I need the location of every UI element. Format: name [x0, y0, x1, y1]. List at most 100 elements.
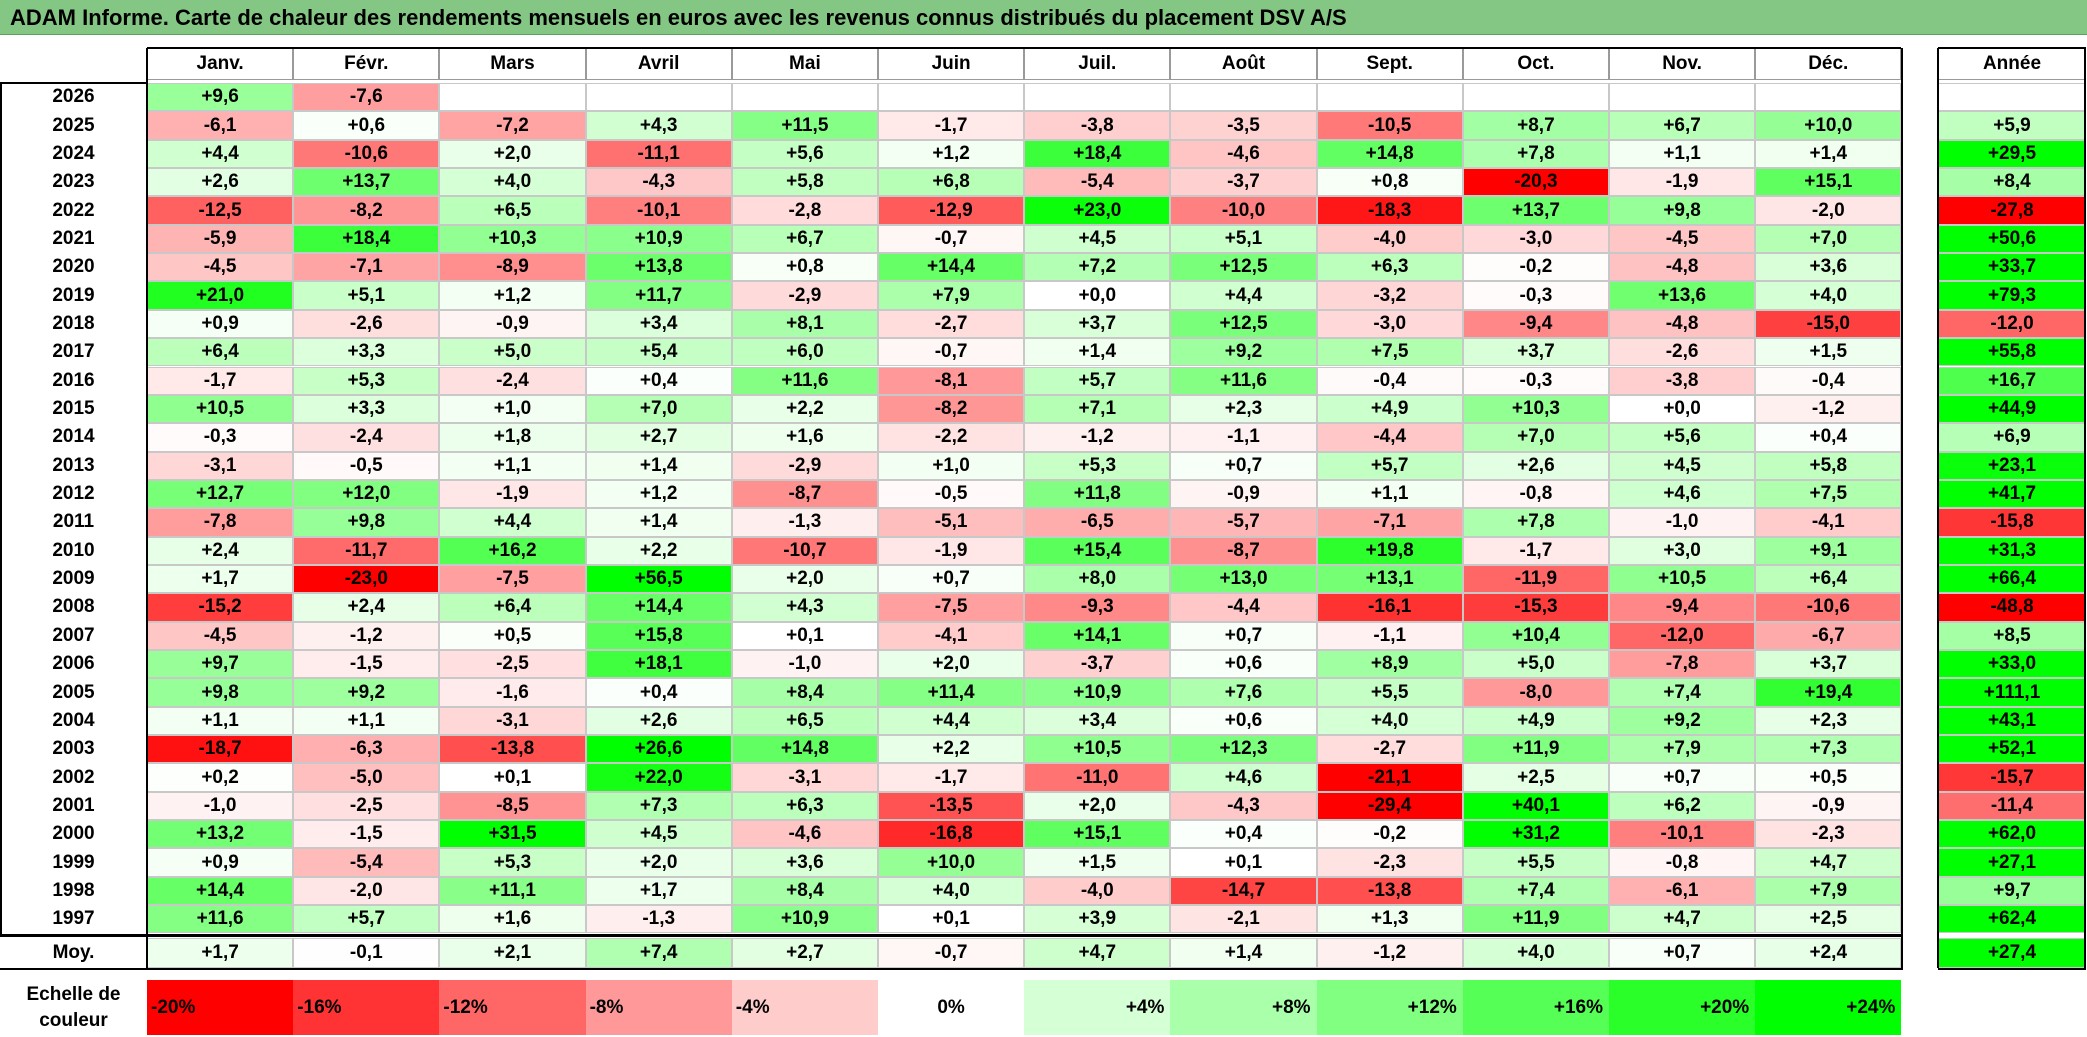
row-year-label: 2021: [0, 224, 147, 254]
row-year-label: 2013: [0, 451, 147, 480]
heatmap-cell: +18,1: [585, 650, 732, 679]
heatmap-cell: +0,1: [878, 905, 1025, 934]
heatmap-cell: +1,2: [878, 139, 1025, 169]
heatmap-cell: -2,1: [1170, 905, 1317, 934]
heatmap-cell: -4,3: [1170, 791, 1317, 821]
heatmap-cell: +0,7: [1609, 763, 1756, 792]
color-scale-label-line2: couleur: [39, 1009, 108, 1031]
heatmap-cell: [1316, 83, 1463, 112]
heatmap-cell: +6,4: [1755, 564, 1902, 594]
heatmap-cell: +7,0: [1462, 423, 1609, 452]
heatmap-cell: +7,9: [1755, 876, 1902, 906]
heatmap-cell: +3,3: [293, 394, 440, 424]
heatmap-cell: +5,6: [1609, 423, 1756, 452]
average-label: Moy.: [0, 938, 147, 968]
heatmap-cell: +5,7: [1316, 451, 1463, 480]
heatmap-cell: +6,8: [878, 168, 1025, 197]
heatmap-cell: +18,4: [1024, 139, 1171, 169]
annual-cell: +9,7: [1938, 876, 2086, 906]
heatmap-cell: -3,8: [1609, 366, 1756, 395]
heatmap-cell: -8,2: [878, 394, 1025, 424]
heatmap-cell: +2,0: [585, 848, 732, 877]
heatmap-cell: +1,7: [147, 564, 294, 594]
heatmap-cell: -0,2: [1316, 820, 1463, 849]
annual-cell: +44,9: [1938, 394, 2086, 424]
heatmap-cell: -3,1: [147, 451, 294, 480]
row-year-label: 2026: [0, 83, 147, 112]
heatmap-cell: -10,1: [585, 196, 732, 225]
average-row-top: [0, 935, 1904, 937]
row-year-label: 2008: [0, 593, 147, 622]
heatmap-cell: [1609, 83, 1756, 112]
row-year-label: 2020: [0, 253, 147, 282]
annual-cell: +111,1: [1938, 678, 2086, 707]
annual-frame-left: [1937, 48, 1939, 968]
row-year-label: 2011: [0, 508, 147, 537]
annual-cell: +43,1: [1938, 706, 2086, 736]
average-cell: +2,1: [439, 938, 586, 968]
heatmap-cell: -0,9: [1755, 791, 1902, 821]
heatmap-cell: +0,9: [147, 848, 294, 877]
heatmap-cell: -21,1: [1316, 763, 1463, 792]
heatmap-cell: -8,7: [1170, 536, 1317, 565]
heatmap-cell: -1,2: [1755, 394, 1902, 424]
heatmap-cell: +4,6: [1170, 763, 1317, 792]
year-column-left: [0, 83, 2, 934]
heatmap-cell: -4,1: [1755, 508, 1902, 537]
heatmap-cell: +4,9: [1462, 706, 1609, 736]
annual-cell: +5,9: [1938, 111, 2086, 140]
heatmap-cell: +1,2: [439, 281, 586, 310]
heatmap-cell: -10,1: [1609, 820, 1756, 849]
heatmap-cell: -3,7: [1170, 168, 1317, 197]
heatmap-cell: -7,8: [147, 508, 294, 537]
heatmap-cell: +14,8: [1316, 139, 1463, 169]
row-year-label: 2001: [0, 791, 147, 821]
average-cell: +4,7: [1024, 938, 1171, 968]
heatmap-cell: +3,6: [1755, 253, 1902, 282]
heatmap-cell: -5,1: [878, 508, 1025, 537]
row-year-label: 2025: [0, 111, 147, 140]
heatmap-cell: -8,9: [439, 253, 586, 282]
heatmap-cell: +15,1: [1755, 168, 1902, 197]
heatmap-cell: +2,2: [585, 536, 732, 565]
month-header: Juin: [878, 48, 1025, 80]
heatmap-cell: +11,8: [1024, 479, 1171, 509]
average-cell: -0,7: [878, 938, 1025, 968]
heatmap-cell: +6,4: [439, 593, 586, 622]
heatmap-cell: +7,9: [878, 281, 1025, 310]
heatmap-cell: -2,0: [293, 876, 440, 906]
heatmap-cell: +5,5: [1316, 678, 1463, 707]
heatmap-cell: +13,7: [1462, 196, 1609, 225]
heatmap-cell: +11,6: [147, 905, 294, 934]
heatmap-cell: -4,6: [1170, 139, 1317, 169]
average-cell: +2,7: [731, 938, 878, 968]
heatmap-cell: +10,3: [1462, 394, 1609, 424]
heatmap-cell: +13,2: [147, 820, 294, 849]
month-header: Janv.: [147, 48, 294, 80]
month-header: Août: [1170, 48, 1317, 80]
heatmap-cell: -0,3: [147, 423, 294, 452]
heatmap-cell: -29,4: [1316, 791, 1463, 821]
heatmap-cell: -8,0: [1462, 678, 1609, 707]
heatmap-cell: +2,0: [1024, 791, 1171, 821]
heatmap-cell: -9,4: [1462, 309, 1609, 339]
year-column-top: [0, 82, 147, 84]
month-header: Sept.: [1316, 48, 1463, 80]
heatmap-cell: +1,0: [878, 451, 1025, 480]
heatmap-cell: +0,9: [147, 309, 294, 339]
heatmap-cell: -2,6: [1609, 338, 1756, 367]
annual-cell: +66,4: [1938, 564, 2086, 594]
month-header: Avril: [585, 48, 732, 80]
heatmap-cell: +9,8: [1609, 196, 1756, 225]
annual-frame-top: [1938, 47, 2086, 49]
average-cell: +0,7: [1609, 938, 1756, 968]
heatmap-cell: -11,9: [1462, 564, 1609, 594]
heatmap-cell: +1,4: [585, 451, 732, 480]
heatmap-cell: +2,0: [439, 139, 586, 169]
heatmap-cell: +3,0: [1609, 536, 1756, 565]
heatmap-cell: +0,0: [1609, 394, 1756, 424]
heatmap-cell: +12,3: [1170, 735, 1317, 764]
heatmap-cell: +3,3: [293, 338, 440, 367]
heatmap-cell: -7,1: [1316, 508, 1463, 537]
heatmap-cell: +5,0: [439, 338, 586, 367]
